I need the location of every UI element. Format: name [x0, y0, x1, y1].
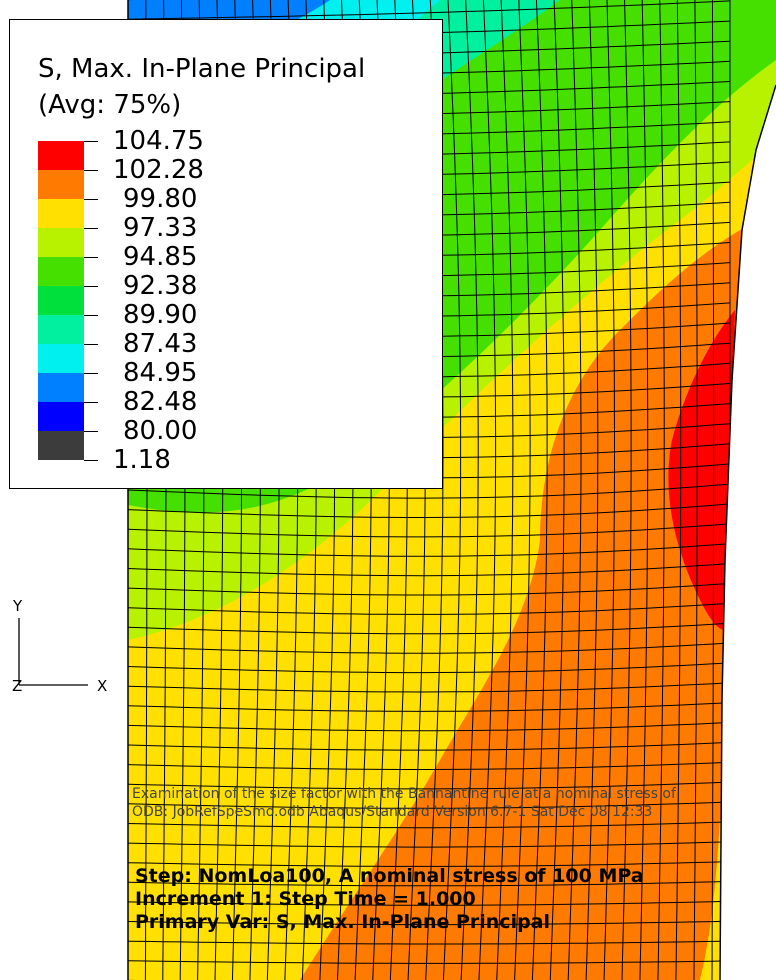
mesh-line	[128, 761, 731, 770]
band-97-edge	[705, 820, 722, 980]
legend-value: 102.28	[113, 155, 204, 185]
legend-tick	[84, 286, 98, 287]
header-line-2: ODB: JobRefSpeSmo.odb Abaqus/Standard Ve…	[132, 804, 653, 820]
legend-value: 84.95	[123, 358, 198, 388]
legend-swatch	[38, 402, 84, 431]
legend-value: 89.90	[123, 300, 198, 330]
legend-value: 92.38	[123, 271, 198, 301]
legend-tick	[84, 402, 98, 403]
triad-y-label: Y	[13, 597, 23, 615]
legend-value: 97.33	[123, 213, 198, 243]
legend-swatch	[38, 141, 84, 170]
legend-tick	[84, 344, 98, 345]
mesh-line	[128, 523, 731, 538]
legend-value: 1.18	[113, 445, 171, 475]
legend-tick	[84, 460, 98, 461]
header-line-1: Examination of the size factor with the …	[132, 786, 676, 802]
mesh-line	[128, 900, 731, 906]
mesh-line	[128, 0, 731, 20]
legend-value: 94.85	[123, 242, 198, 272]
mesh-line	[128, 602, 731, 615]
legend-subtitle: (Avg: 75%)	[38, 90, 182, 120]
legend-swatch	[38, 344, 84, 373]
legend-swatch	[38, 373, 84, 402]
mesh-line	[128, 702, 731, 712]
legend-value: 80.00	[123, 416, 198, 446]
mesh-line	[128, 682, 731, 693]
mesh-line	[128, 483, 731, 499]
legend-tick	[84, 141, 98, 142]
mesh-line	[128, 582, 731, 596]
mesh-line	[128, 781, 731, 790]
mesh-line	[128, 821, 731, 829]
legend-value: 82.48	[123, 387, 198, 417]
mesh-line	[128, 563, 731, 577]
triad-x-label: X	[97, 677, 108, 695]
legend-swatch	[38, 257, 84, 286]
primary-var-label: Primary Var: S, Max. In-Plane Principal	[135, 911, 551, 933]
axis-triad	[18, 618, 88, 686]
legend-value: 104.75	[113, 126, 204, 156]
legend-tick	[84, 431, 98, 432]
mesh-line	[128, 503, 731, 518]
mesh-line	[128, 543, 731, 557]
mesh-line	[128, 642, 731, 654]
mesh-line	[128, 861, 731, 867]
legend-tick	[84, 199, 98, 200]
mesh-line	[128, 662, 731, 674]
mesh-line	[128, 622, 731, 635]
legend-tick	[84, 315, 98, 316]
band-104	[668, 310, 735, 630]
legend-swatch	[38, 228, 84, 257]
legend-swatch	[38, 199, 84, 228]
legend-swatch	[38, 170, 84, 199]
mesh-line	[128, 940, 731, 945]
mesh-line	[128, 841, 731, 848]
legend-tick	[84, 228, 98, 229]
legend-value: 99.80	[123, 184, 198, 214]
legend-title: S, Max. In-Plane Principal	[38, 54, 366, 84]
mesh-line	[128, 722, 731, 732]
legend: S, Max. In-Plane Principal (Avg: 75%) 10…	[9, 19, 443, 489]
band-99	[300, 230, 776, 980]
legend-tick	[84, 257, 98, 258]
step-label: Step: NomLoa100, A nominal stress of 100…	[135, 865, 644, 887]
mesh-line	[128, 801, 731, 809]
legend-tick	[84, 373, 98, 374]
mesh-line	[128, 920, 731, 926]
increment-label: Increment 1: Step Time = 1.000	[135, 888, 476, 910]
mesh-line	[128, 741, 731, 751]
legend-value: 87.43	[123, 329, 198, 359]
legend-swatch	[38, 431, 84, 460]
mesh-line	[128, 960, 731, 964]
mesh-line	[128, 881, 731, 887]
legend-swatch	[38, 286, 84, 315]
triad-z-label: Z	[12, 677, 23, 695]
legend-tick	[84, 170, 98, 171]
legend-swatch	[38, 315, 84, 344]
